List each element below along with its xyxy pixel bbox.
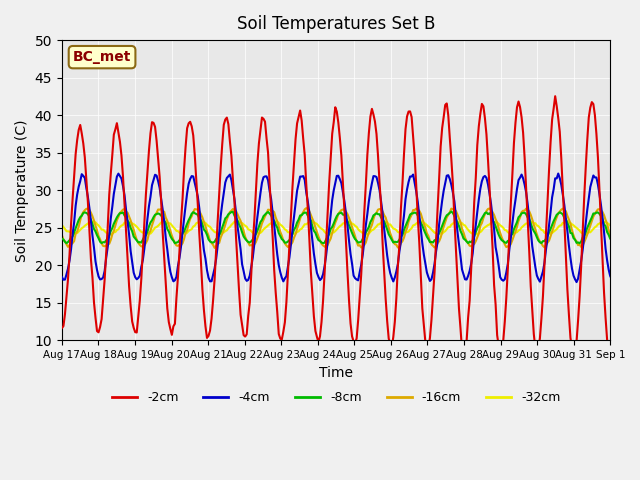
-2cm [96,324,104,330]
-32cm [58,222,66,228]
Line: -8cm: -8cm [62,212,640,243]
-8cm [63,240,70,246]
-32cm [96,224,104,230]
-4cm [554,171,562,177]
-16cm [362,240,370,245]
-8cm [79,210,87,216]
-2cm [475,123,483,129]
Line: -4cm: -4cm [62,174,640,282]
-4cm [475,196,483,202]
-2cm [58,325,66,331]
-16cm [303,205,310,211]
-16cm [211,245,218,251]
-8cm [565,224,573,229]
Line: -32cm: -32cm [62,221,640,235]
-8cm [478,216,486,221]
-32cm [565,220,573,226]
-2cm [359,240,367,245]
-4cm [96,276,104,282]
-16cm [78,212,86,218]
-8cm [98,240,106,246]
Legend: -2cm, -4cm, -8cm, -16cm, -32cm: -2cm, -4cm, -8cm, -16cm, -32cm [107,386,565,409]
-2cm [78,131,86,136]
-8cm [58,236,66,241]
-2cm [625,93,632,99]
-32cm [78,225,86,231]
-32cm [360,230,368,236]
Text: BC_met: BC_met [73,50,131,64]
-4cm [564,228,572,234]
-16cm [96,236,104,242]
-32cm [478,228,486,234]
Line: -16cm: -16cm [62,208,640,248]
-4cm [58,274,66,280]
Line: -2cm: -2cm [62,96,640,361]
-16cm [565,216,573,222]
-8cm [360,235,368,240]
-2cm [562,253,570,259]
X-axis label: Time: Time [319,366,353,380]
-4cm [78,171,86,177]
Title: Soil Temperatures Set B: Soil Temperatures Set B [237,15,435,33]
-4cm [359,252,367,258]
-8cm [447,209,455,215]
Y-axis label: Soil Temperature (C): Soil Temperature (C) [15,119,29,262]
-32cm [417,218,424,224]
-32cm [142,232,150,238]
-16cm [58,232,66,238]
-4cm [573,279,580,285]
-16cm [478,220,486,226]
